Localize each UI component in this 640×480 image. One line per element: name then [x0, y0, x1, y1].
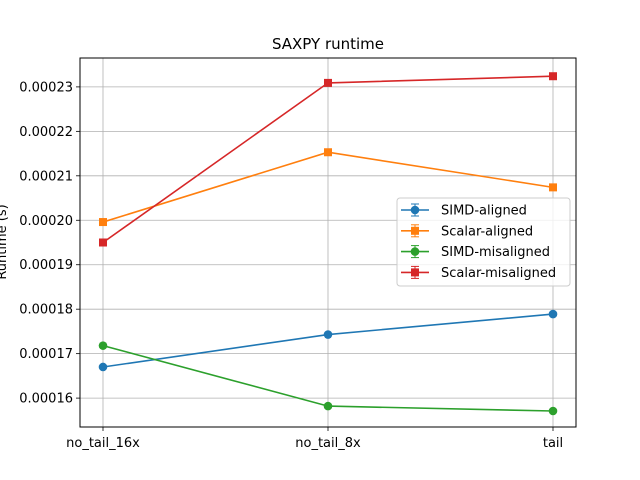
legend-label: Scalar-aligned [441, 224, 533, 239]
data-point-simd-aligned [548, 309, 558, 319]
legend-marker [410, 247, 420, 256]
y-tick-label: 0.00018 [19, 303, 73, 318]
data-point-scalar-misaligned [324, 78, 332, 87]
series-simd-misaligned [98, 341, 558, 416]
x-tick-label: no_tail_16x [66, 436, 140, 451]
series-simd-aligned [98, 309, 558, 372]
data-point-scalar-misaligned [549, 72, 557, 81]
legend-label: SIMD-aligned [441, 204, 527, 219]
x-tick-label: tail [543, 436, 563, 451]
y-tick-label: 0.00020 [19, 214, 73, 229]
series-scalar-misaligned [99, 72, 557, 247]
axis-ticks: no_tail_16x no_tail_8x tail 0.00016 0.00017 0… [19, 80, 563, 451]
y-tick-label: 0.00017 [19, 347, 73, 362]
y-tick-label: 0.00016 [19, 392, 73, 407]
data-point-simd-misaligned [323, 401, 333, 411]
y-tick-label: 0.00022 [19, 125, 73, 140]
y-axis-label: Runtime (s) [0, 204, 10, 279]
legend-label: Scalar-misaligned [441, 266, 556, 281]
data-point-simd-aligned [323, 330, 333, 339]
y-tick-label: 0.00023 [19, 80, 73, 95]
legend-marker [411, 268, 419, 277]
legend-label: SIMD-misaligned [441, 245, 550, 260]
data-point-scalar-aligned [324, 148, 332, 157]
legend-item-simd-aligned: SIMD-aligned [401, 203, 527, 219]
series-scalar-aligned [99, 148, 557, 227]
data-point-scalar-aligned [549, 183, 557, 192]
data-point-simd-misaligned [98, 341, 108, 350]
legend-item-simd-misaligned: SIMD-misaligned [401, 245, 550, 260]
data-point-simd-aligned [98, 362, 108, 372]
legend-marker [410, 205, 420, 215]
series-group [98, 72, 558, 416]
legend-box [396, 197, 571, 287]
x-tick-label: no_tail_8x [295, 436, 361, 451]
legend-item-scalar-misaligned: Scalar-misaligned [401, 265, 556, 281]
y-tick-label: 0.00021 [19, 169, 73, 184]
data-point-scalar-aligned [99, 218, 107, 227]
data-point-scalar-misaligned [99, 238, 107, 247]
chart-title: SAXPY runtime [272, 35, 384, 53]
y-tick-label: 0.00019 [19, 258, 73, 273]
legend-item-scalar-aligned: Scalar-aligned [401, 224, 533, 239]
data-point-simd-misaligned [548, 406, 558, 416]
legend: SIMD-aligned Scalar-aligned SIMD-misaligne… [396, 197, 571, 287]
legend-marker [411, 226, 419, 235]
